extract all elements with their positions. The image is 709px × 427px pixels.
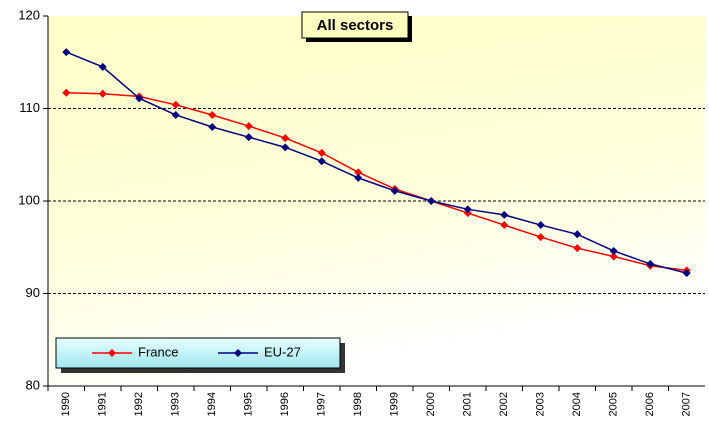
- x-tick-label: 1995: [243, 392, 255, 416]
- x-tick-label: 1994: [206, 392, 218, 416]
- point: [281, 143, 290, 152]
- series-line: [66, 92, 687, 272]
- y-tick-label: 90: [26, 285, 40, 300]
- point: [427, 197, 436, 205]
- point: [354, 168, 363, 177]
- y-tick-label: 110: [19, 100, 40, 115]
- x-tick-label: 1999: [389, 392, 401, 416]
- x-tick-label: 2005: [608, 392, 620, 416]
- x-tick-label: 1997: [316, 392, 328, 416]
- point: [573, 230, 582, 239]
- point: [281, 134, 290, 143]
- series-line: [65, 51, 687, 274]
- x-tick-label: 1991: [97, 392, 109, 416]
- point: [98, 62, 107, 71]
- point: [536, 233, 545, 242]
- point: [62, 48, 71, 57]
- point: [208, 123, 217, 131]
- chart-title: All sectors: [317, 17, 394, 34]
- legend-label: EU-27: [264, 344, 301, 359]
- point: [171, 110, 180, 119]
- x-tick-label: 2000: [425, 392, 437, 416]
- point: [500, 210, 509, 219]
- x-tick-label: 2001: [462, 392, 474, 416]
- point: [244, 133, 253, 142]
- point: [171, 100, 180, 109]
- point: [609, 246, 618, 255]
- point: [135, 94, 144, 103]
- point: [317, 148, 326, 157]
- x-tick-label: 1998: [352, 392, 364, 416]
- x-tick-label: 1996: [279, 392, 291, 416]
- point: [609, 252, 618, 261]
- title-box: [301, 11, 409, 39]
- point: [573, 244, 582, 253]
- point: [244, 122, 253, 131]
- point: [62, 88, 71, 97]
- point: [390, 186, 399, 195]
- point: [500, 221, 509, 230]
- legend-marker: [234, 349, 242, 357]
- point: [208, 110, 217, 119]
- x-tick-label: 2003: [535, 392, 547, 416]
- point: [354, 173, 363, 182]
- y-tick-label: 120: [18, 7, 40, 22]
- x-tick-label: 1992: [133, 392, 145, 416]
- point: [317, 157, 326, 166]
- x-tick-label: 1993: [170, 392, 182, 416]
- legend-label: France: [138, 344, 178, 359]
- y-tick-label: 80: [26, 377, 40, 392]
- plot-area: [48, 16, 705, 386]
- legend-marker: [108, 349, 116, 357]
- point: [463, 205, 472, 214]
- x-tick-label: 2006: [644, 392, 656, 416]
- x-tick-label: 2007: [681, 392, 693, 416]
- point: [98, 89, 107, 98]
- point: [536, 221, 545, 230]
- x-tick-label: 1990: [60, 392, 72, 416]
- point: [682, 269, 691, 278]
- point: [646, 259, 655, 268]
- x-tick-label: 2002: [498, 392, 510, 416]
- x-tick-label: 2004: [571, 392, 583, 416]
- y-tick-label: 100: [18, 192, 40, 207]
